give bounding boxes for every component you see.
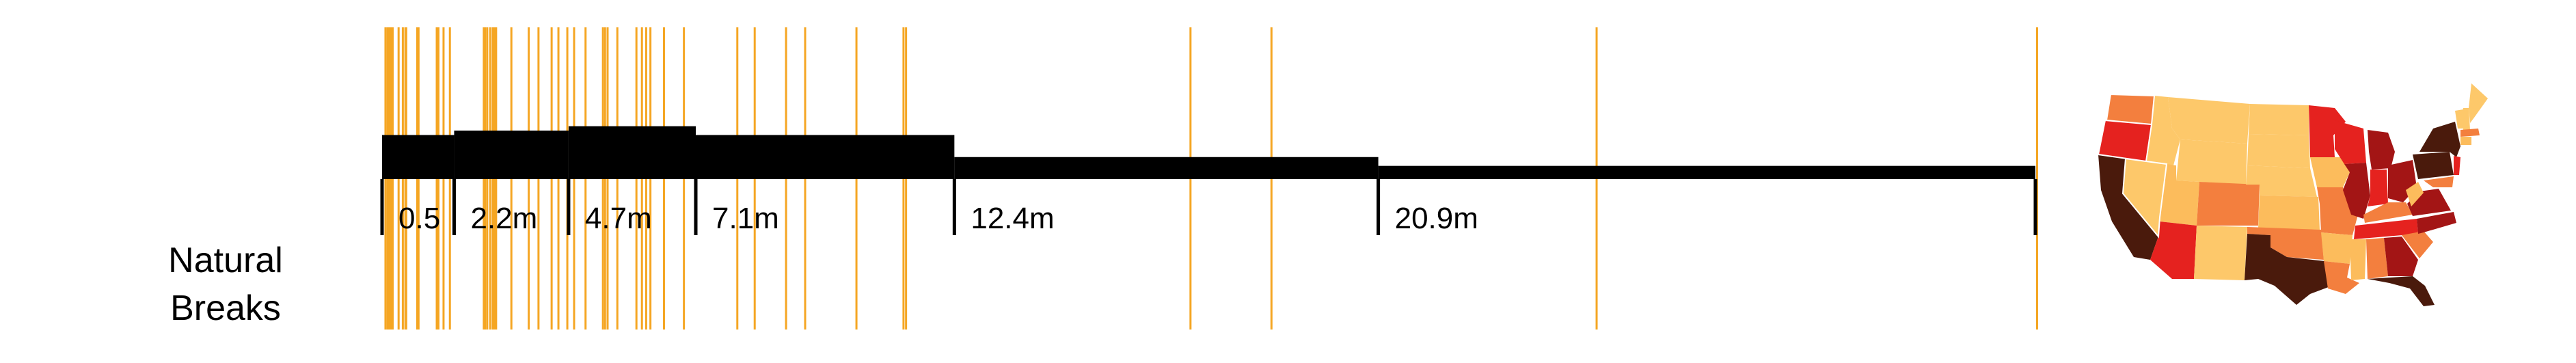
map-texas	[2245, 234, 2332, 305]
map-tennessee	[2354, 219, 2418, 239]
map-kansas	[2258, 196, 2320, 230]
map-arkansas	[2321, 232, 2353, 264]
map-new-mexico	[2194, 226, 2247, 280]
map-new-york	[2419, 122, 2460, 157]
break-label: 7.1m	[712, 202, 779, 235]
map-utah	[2160, 164, 2199, 226]
method-label-line1: Natural	[168, 241, 283, 280]
map-wyoming	[2176, 139, 2247, 185]
break-ticks	[380, 179, 2037, 235]
map-nevada	[2123, 159, 2167, 237]
map-south-carolina	[2402, 231, 2433, 258]
break-label: 2.2m	[470, 202, 537, 235]
map-idaho	[2146, 96, 2180, 165]
break-label: 4.7m	[585, 202, 652, 235]
map-washington	[2106, 94, 2154, 124]
map-mississippi	[2350, 239, 2366, 280]
map-arizona	[2150, 221, 2197, 279]
map-illinois	[2343, 163, 2370, 219]
map-west-virginia	[2406, 182, 2424, 206]
map-massachusetts	[2460, 129, 2480, 137]
us-choropleth-map	[2097, 83, 2488, 306]
map-connecticut	[2460, 137, 2471, 145]
map-north-dakota	[2249, 104, 2309, 135]
map-north-carolina	[2417, 212, 2456, 234]
method-label-line2: Breaks	[170, 288, 281, 328]
class-bar	[954, 157, 1379, 179]
map-oregon	[2098, 120, 2152, 161]
class-bar	[1378, 165, 2035, 179]
map-montana	[2168, 97, 2250, 144]
break-label: 12.4m	[971, 202, 1054, 235]
class-bar	[696, 135, 955, 179]
map-maryland	[2424, 176, 2454, 187]
map-pennsylvania	[2413, 152, 2454, 179]
map-nebraska	[2246, 165, 2317, 197]
class-bar	[568, 126, 696, 179]
map-south-dakota	[2247, 134, 2310, 168]
map-alabama	[2366, 238, 2388, 279]
map-iowa	[2310, 157, 2350, 187]
map-colorado	[2197, 182, 2260, 226]
break-labels: 0.5 2.2m 4.7m 7.1m 12.4m 20.9m	[398, 202, 1478, 235]
class-bar	[382, 135, 455, 179]
map-michigan	[2368, 130, 2395, 170]
map-new-hampshire	[2463, 108, 2470, 130]
method-label: Natural Breaks	[137, 237, 314, 332]
map-louisiana	[2324, 261, 2359, 294]
map-indiana	[2368, 170, 2388, 206]
state-borders	[2097, 93, 2168, 239]
map-vermont	[2455, 109, 2463, 129]
map-kentucky	[2363, 202, 2413, 223]
map-oklahoma	[2247, 227, 2324, 260]
map-wisconsin	[2335, 120, 2366, 164]
break-label: 20.9m	[1395, 202, 1478, 235]
class-bar	[454, 131, 569, 179]
map-new-jersey	[2454, 156, 2460, 175]
map-georgia	[2384, 237, 2418, 276]
map-california	[2098, 154, 2158, 260]
map-maine	[2469, 83, 2488, 123]
break-label: 0.5	[398, 202, 440, 235]
map-florida	[2368, 276, 2435, 306]
map-minnesota	[2309, 105, 2346, 157]
class-bars	[382, 126, 2035, 179]
